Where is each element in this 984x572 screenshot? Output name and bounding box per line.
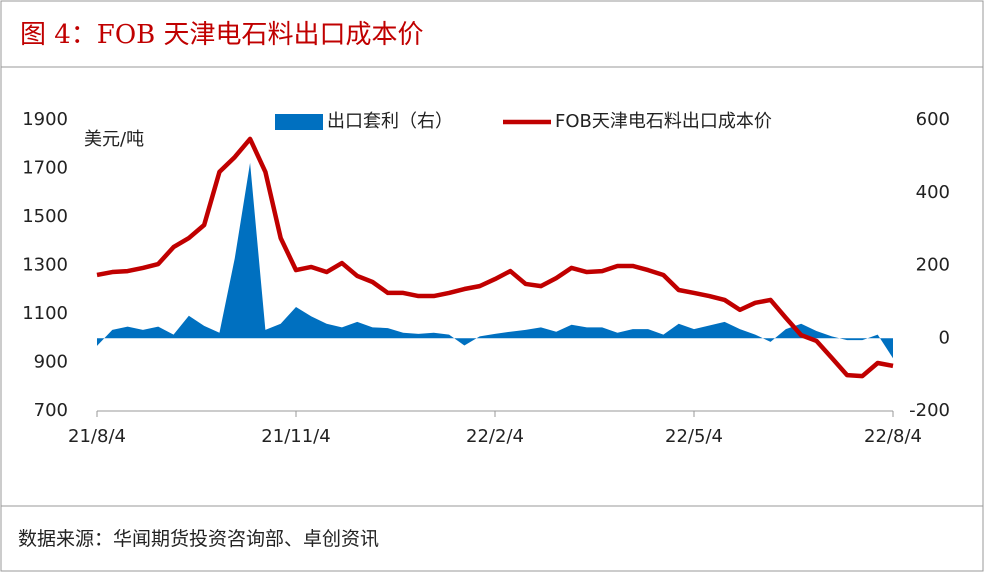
area bbox=[97, 162, 893, 359]
y-unit-label: 美元/吨 bbox=[84, 129, 144, 150]
line bbox=[96, 136, 894, 379]
legend-label: 出口套利（右） bbox=[327, 111, 453, 132]
source-note: 数据来源：华闻期货投资咨询部、卓创资讯 bbox=[18, 528, 379, 550]
x-tick-label: 22/8/4 bbox=[864, 426, 922, 447]
y-tick-label: 1500 bbox=[22, 206, 68, 227]
y-tick-label: 900 bbox=[34, 352, 68, 373]
y2-tick-label: 200 bbox=[916, 255, 950, 276]
legend-swatch bbox=[275, 114, 323, 130]
y-tick-label: 700 bbox=[34, 400, 68, 421]
y-tick-label: 1300 bbox=[22, 255, 68, 276]
y2-tick-label: -200 bbox=[909, 400, 950, 421]
legend-label: FOB天津电石料出口成本价 bbox=[555, 111, 772, 132]
x-tick-label: 21/11/4 bbox=[261, 426, 330, 447]
y-tick-label: 1700 bbox=[22, 158, 68, 179]
x-tick-label: 22/2/4 bbox=[466, 426, 524, 447]
y2-tick-label: 0 bbox=[939, 327, 950, 348]
y2-tick-label: 400 bbox=[916, 182, 950, 203]
y2-tick-label: 600 bbox=[916, 109, 950, 130]
page-title: 图 4：FOB 天津电石料出口成本价 bbox=[20, 20, 424, 50]
y-tick-label: 1100 bbox=[22, 303, 68, 324]
x-tick-label: 22/5/4 bbox=[665, 426, 723, 447]
y-tick-label: 1900 bbox=[22, 109, 68, 130]
x-tick-label: 21/8/4 bbox=[68, 426, 126, 447]
